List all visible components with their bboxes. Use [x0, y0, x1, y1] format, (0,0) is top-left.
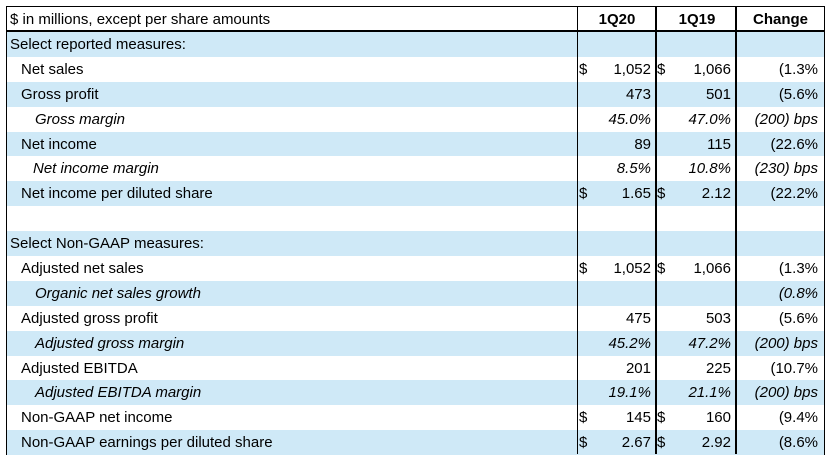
value-1q19: 2.12: [701, 185, 731, 203]
value-1q19: 501: [705, 85, 731, 103]
table-row: Adjusted EBITDA margin 19.1% 21.1% (200) bp…: [7, 380, 824, 406]
table-row: Adjusted gross margin 45.2% 47.2% (200) bps: [7, 330, 824, 356]
table-row: Net income 89 115 (22.6%: [7, 131, 824, 157]
row-label: Net income per diluted share: [21, 185, 213, 203]
financial-table: $ in millions, except per share amounts …: [6, 6, 825, 456]
value-1q19: 1,066: [693, 60, 731, 78]
value-change: (5.6%: [778, 85, 818, 103]
row-label: Gross profit: [21, 85, 99, 103]
table-row: Net income per diluted share $1.65 $2.12 (2…: [7, 181, 824, 207]
value-1q20: 1.65: [621, 185, 651, 203]
value-1q20: 1,052: [613, 60, 651, 78]
value-change: (5.6%: [778, 309, 818, 327]
value-change: (9.4%: [778, 409, 818, 427]
value-1q19: 225: [705, 359, 731, 377]
row-label: Select Non-GAAP measures:: [10, 235, 204, 253]
value-1q20: 45.0%: [608, 110, 651, 128]
currency-symbol-1q19: $: [657, 409, 666, 427]
table-header: $ in millions, except per share amounts …: [7, 7, 824, 32]
row-label: Net income: [21, 135, 97, 153]
value-1q19: 10.8%: [688, 160, 731, 178]
table-row: Gross margin 45.0% 47.0% (200) bps: [7, 107, 824, 132]
row-label: Adjusted net sales: [21, 260, 144, 278]
row-label: Adjusted EBITDA: [21, 359, 138, 377]
value-change: (200) bps: [754, 384, 818, 402]
column-divider: [655, 7, 657, 454]
header-label: $ in millions, except per share amounts: [10, 11, 271, 28]
value-1q20: 19.1%: [608, 384, 651, 402]
value-1q20: 145: [625, 409, 651, 427]
currency-symbol-1q19: $: [657, 60, 666, 78]
value-1q20: 475: [625, 309, 651, 327]
value-change: (0.8%: [778, 284, 818, 302]
value-change: (230) bps: [754, 160, 818, 178]
table-row: [7, 206, 824, 231]
currency-symbol-1q20: $: [579, 409, 588, 427]
table-row: Adjusted net sales $1,052 $1,066 (1.3%: [7, 256, 824, 281]
table-row: Adjusted EBITDA 201 225 (10.7%: [7, 356, 824, 381]
value-change: (10.7%: [770, 359, 818, 377]
table-row: Net sales $1,052 $1,066 (1.3%: [7, 57, 824, 82]
table-row: Gross profit 473 501 (5.6%: [7, 81, 824, 107]
table-row: Organic net sales growth (0.8%: [7, 280, 824, 306]
column-divider: [577, 7, 578, 454]
header-change: Change: [752, 11, 808, 28]
value-1q19: 2.92: [701, 434, 731, 452]
value-1q19: 160: [705, 409, 731, 427]
row-label: Net sales: [21, 60, 84, 78]
value-1q20: 473: [625, 85, 651, 103]
row-label: Non-GAAP net income: [21, 409, 173, 427]
value-1q19: 47.0%: [688, 110, 731, 128]
currency-symbol-1q20: $: [579, 185, 588, 203]
value-1q19: 1,066: [693, 260, 731, 278]
value-1q19: 47.2%: [688, 334, 731, 352]
header-1q19: 1Q19: [678, 11, 716, 28]
value-1q20: 1,052: [613, 260, 651, 278]
value-change: (1.3%: [778, 260, 818, 278]
value-1q20: 8.5%: [616, 160, 651, 178]
value-change: (8.6%: [778, 434, 818, 452]
row-label: Select reported measures:: [10, 36, 186, 53]
table-body: Select reported measures: Net sales $1,052…: [7, 32, 824, 456]
table-row: Select Non-GAAP measures:: [7, 231, 824, 257]
row-label: Adjusted EBITDA margin: [35, 384, 202, 402]
value-change: (22.6%: [770, 135, 818, 153]
value-1q19: 503: [705, 309, 731, 327]
value-change: (200) bps: [754, 334, 818, 352]
row-label: Non-GAAP earnings per diluted share: [21, 434, 273, 452]
value-1q20: 89: [634, 135, 651, 153]
value-change: (200) bps: [754, 110, 818, 128]
table-row: Select reported measures:: [7, 32, 824, 57]
currency-symbol-1q19: $: [657, 260, 666, 278]
value-1q20: 201: [625, 359, 651, 377]
table-row: Non-GAAP earnings per diluted share $2.67…: [7, 430, 824, 456]
row-label: Adjusted gross profit: [21, 309, 158, 327]
value-1q20: 45.2%: [608, 334, 651, 352]
currency-symbol-1q20: $: [579, 434, 588, 452]
column-divider: [735, 7, 737, 454]
value-change: (22.2%: [770, 185, 818, 203]
value-change: (1.3%: [778, 60, 818, 78]
currency-symbol-1q20: $: [579, 260, 588, 278]
table-row: Non-GAAP net income $145 $160 (9.4%: [7, 405, 824, 430]
currency-symbol-1q20: $: [579, 60, 588, 78]
value-1q19: 21.1%: [688, 384, 731, 402]
row-label: Organic net sales growth: [35, 284, 201, 302]
header-1q20: 1Q20: [598, 11, 636, 28]
row-label: Gross margin: [35, 110, 126, 128]
value-1q19: 115: [707, 135, 731, 153]
currency-symbol-1q19: $: [657, 434, 666, 452]
table-row: Net income margin 8.5% 10.8% (230) bps: [7, 156, 824, 181]
row-label: Adjusted gross margin: [35, 334, 185, 352]
row-label: Net income margin: [33, 160, 159, 178]
value-1q20: 2.67: [621, 434, 651, 452]
currency-symbol-1q19: $: [657, 185, 666, 203]
table-row: Adjusted gross profit 475 503 (5.6%: [7, 306, 824, 331]
